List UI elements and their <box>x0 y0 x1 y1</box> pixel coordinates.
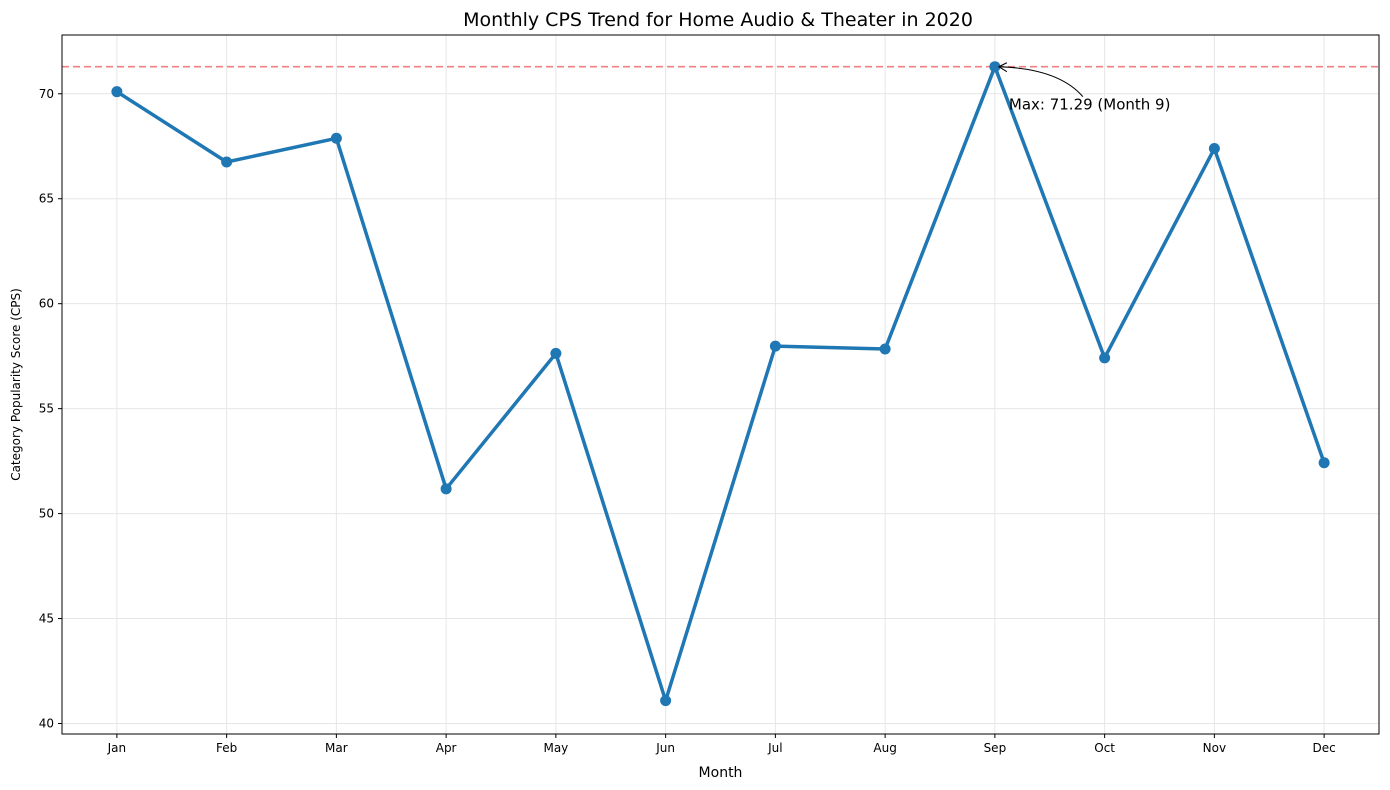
x-tick-label: Sep <box>984 741 1007 755</box>
y-axis: 40 45 50 55 60 65 70 <box>39 87 62 731</box>
data-point <box>1208 143 1220 155</box>
data-point <box>879 343 891 355</box>
data-point <box>550 347 562 359</box>
annotation-layer: Max: 71.29 (Month 9) <box>997 62 1171 114</box>
y-tick-label: 40 <box>39 717 54 731</box>
y-tick-label: 50 <box>39 507 54 521</box>
annotation-arrow <box>998 66 1084 98</box>
x-tick-label: Jun <box>655 741 675 755</box>
data-point <box>660 695 672 707</box>
x-tick-label: Jan <box>107 741 127 755</box>
y-axis-label: Category Popularity Score (CPS) <box>9 288 23 481</box>
chart-title: Monthly CPS Trend for Home Audio & Theat… <box>463 9 973 31</box>
y-tick-label: 60 <box>39 297 54 311</box>
x-tick-label: Apr <box>436 741 457 755</box>
x-tick-label: Aug <box>873 741 896 755</box>
x-tick-label: May <box>543 741 568 755</box>
y-tick-label: 45 <box>39 612 54 626</box>
x-axis: Jan Feb Mar Apr May Jun Jul Aug Sep Oct Nov Dec <box>107 734 1336 755</box>
x-tick-label: Oct <box>1094 741 1115 755</box>
data-point <box>769 340 781 352</box>
x-tick-label: Jul <box>767 741 782 755</box>
x-tick-label: Dec <box>1313 741 1336 755</box>
annotation-label: Max: 71.29 (Month 9) <box>1009 96 1171 114</box>
data-point <box>221 156 233 168</box>
series-layer <box>111 61 1330 707</box>
y-tick-label: 55 <box>39 402 54 416</box>
x-tick-label: Feb <box>216 741 237 755</box>
series-line <box>115 64 1326 703</box>
data-point <box>330 132 342 144</box>
y-tick-label: 70 <box>39 87 54 101</box>
data-point <box>1099 352 1111 364</box>
x-tick-label: Nov <box>1203 741 1226 755</box>
x-axis-label: Month <box>699 765 743 781</box>
data-point <box>1318 457 1330 469</box>
data-point <box>111 86 123 98</box>
data-point <box>989 61 1001 73</box>
data-point <box>440 483 452 495</box>
annotation-arrowhead <box>997 62 1008 73</box>
plot-frame <box>61 34 1380 735</box>
y-tick-label: 65 <box>39 192 54 206</box>
x-tick-label: Mar <box>325 741 348 755</box>
